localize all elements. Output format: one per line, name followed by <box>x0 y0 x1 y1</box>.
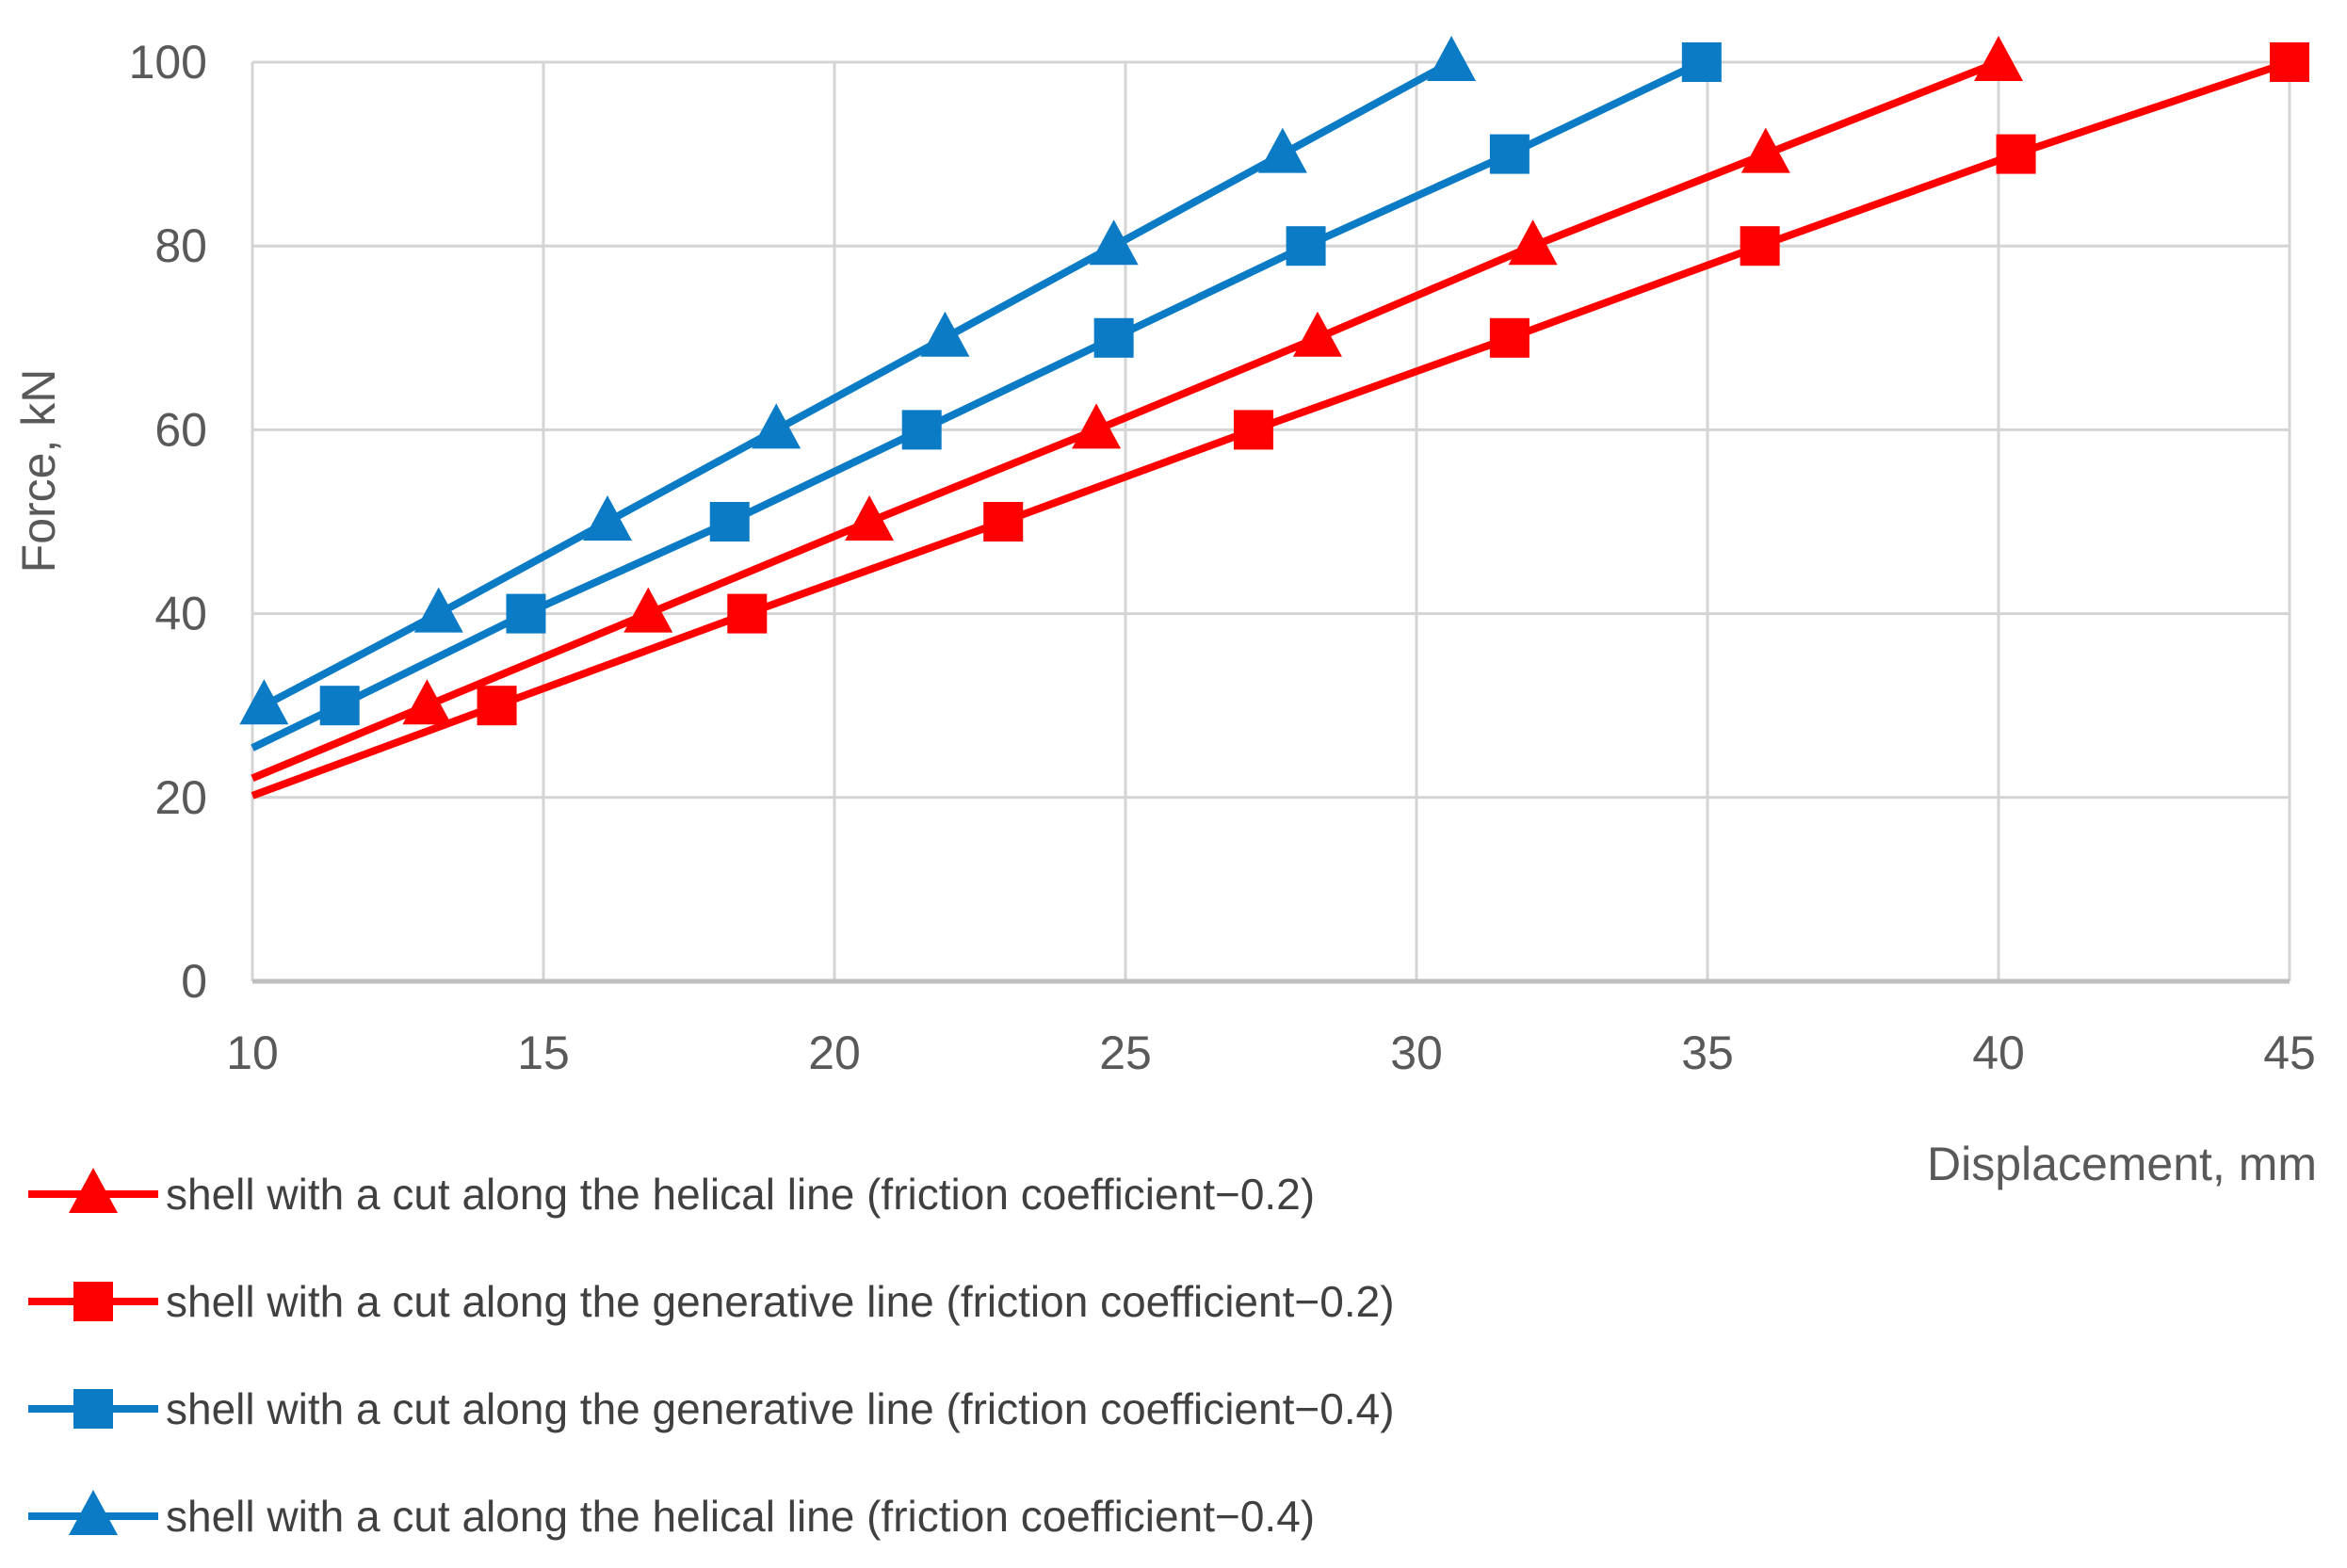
legend-item: shell with a cut along the generative li… <box>28 1384 1395 1433</box>
triangle-marker <box>1740 127 1790 173</box>
triangle-marker <box>69 1168 118 1213</box>
y-tick-label: 100 <box>129 36 207 89</box>
y-axis-title: Force, kN <box>12 369 65 574</box>
legend-label: shell with a cut along the helical line … <box>166 1492 1315 1541</box>
triangle-marker <box>402 679 452 725</box>
legend-item: shell with a cut along the helical line … <box>28 1168 1315 1219</box>
x-tick-label: 45 <box>2263 1026 2316 1079</box>
triangle-marker <box>1427 36 1477 81</box>
triangle-marker <box>845 495 895 541</box>
triangle-marker <box>1257 127 1307 173</box>
square-marker <box>1996 134 2036 174</box>
square-marker <box>1489 317 1530 358</box>
square-marker <box>2270 42 2309 82</box>
square-marker <box>1233 410 1273 450</box>
legend: shell with a cut along the helical line … <box>28 1168 1395 1541</box>
x-tick-label: 25 <box>1099 1026 1152 1079</box>
series <box>251 42 2309 800</box>
y-axis-tick-labels: 0 20 40 60 80 100 <box>129 36 207 1008</box>
x-tick-label: 20 <box>808 1026 861 1079</box>
legend-item: shell with a cut along the helical line … <box>28 1490 1315 1541</box>
square-marker <box>506 593 546 634</box>
gridlines <box>251 60 2291 984</box>
x-tick-label: 30 <box>1390 1026 1443 1079</box>
y-tick-label: 20 <box>154 771 207 824</box>
square-marker <box>983 502 1024 542</box>
legend-label: shell with a cut along the generative li… <box>166 1277 1395 1326</box>
series <box>251 42 1722 752</box>
square-marker <box>73 1389 113 1429</box>
triangle-marker <box>1292 311 1342 357</box>
triangle-marker <box>69 1490 118 1535</box>
square-marker <box>1093 317 1134 358</box>
triangle-marker <box>413 587 463 633</box>
triangle-marker <box>920 311 970 357</box>
triangle-marker <box>1089 219 1139 266</box>
legend-label: shell with a cut along the helical line … <box>166 1170 1315 1219</box>
square-marker <box>1286 226 1326 267</box>
square-marker <box>901 410 942 450</box>
x-tick-label: 15 <box>517 1026 570 1079</box>
triangle-marker <box>623 587 673 633</box>
triangle-marker <box>1974 36 2023 81</box>
square-marker <box>319 686 360 726</box>
square-marker <box>1740 226 1780 267</box>
y-tick-label: 40 <box>154 588 207 640</box>
triangle-marker <box>1508 219 1558 266</box>
triangle-marker <box>239 679 289 725</box>
square-marker <box>477 686 517 726</box>
x-axis-title: Displacement, mm <box>1927 1138 2317 1190</box>
square-marker <box>73 1282 113 1321</box>
x-tick-label: 35 <box>1681 1026 1734 1079</box>
x-tick-label: 10 <box>226 1026 279 1079</box>
y-tick-label: 80 <box>154 219 207 272</box>
series <box>239 36 1477 725</box>
series-lines <box>239 36 2309 800</box>
series <box>251 36 2023 782</box>
series-line <box>251 58 1704 752</box>
legend-label: shell with a cut along the generative li… <box>166 1384 1395 1433</box>
square-marker <box>727 593 768 634</box>
legend-item: shell with a cut along the generative li… <box>28 1277 1395 1326</box>
triangle-marker <box>752 403 801 449</box>
y-tick-label: 0 <box>181 955 207 1008</box>
x-tick-label: 40 <box>1972 1026 2025 1079</box>
y-tick-label: 60 <box>154 403 207 456</box>
square-marker <box>1681 42 1722 82</box>
triangle-marker <box>582 495 632 541</box>
square-marker <box>1489 134 1530 174</box>
triangle-marker <box>1072 403 1122 449</box>
square-marker <box>709 502 750 542</box>
x-axis-tick-labels: 10 15 20 25 30 35 40 45 <box>226 1026 2316 1079</box>
